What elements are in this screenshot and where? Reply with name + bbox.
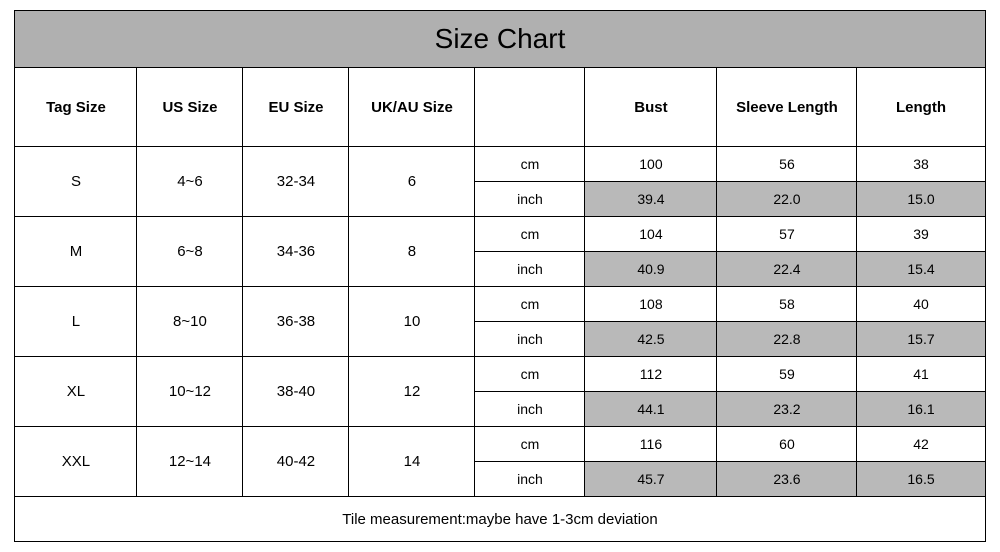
bust-cm: 112 [585,357,717,392]
unit-inch: inch [475,322,585,357]
length-inch: 16.5 [857,462,985,497]
header-ukau: UK/AU Size [349,68,475,147]
sleeve-inch: 22.8 [717,322,857,357]
table-row: L 8~10 36-38 10 cm 108 58 40 [15,287,985,322]
sleeve-inch: 23.6 [717,462,857,497]
header-bust: Bust [585,68,717,147]
title-row: Size Chart [15,11,985,68]
bust-cm: 108 [585,287,717,322]
bust-cm: 100 [585,147,717,182]
us-size: 12~14 [137,427,243,497]
length-cm: 42 [857,427,985,462]
sleeve-cm: 60 [717,427,857,462]
header-eu: EU Size [243,68,349,147]
sleeve-inch: 22.4 [717,252,857,287]
length-cm: 38 [857,147,985,182]
length-inch: 15.4 [857,252,985,287]
unit-inch: inch [475,252,585,287]
sleeve-cm: 58 [717,287,857,322]
us-size: 4~6 [137,147,243,217]
length-inch: 15.7 [857,322,985,357]
table-row: S 4~6 32-34 6 cm 100 56 38 [15,147,985,182]
unit-inch: inch [475,182,585,217]
length-inch: 15.0 [857,182,985,217]
sleeve-cm: 59 [717,357,857,392]
ukau-size: 10 [349,287,475,357]
footer-row: Tile measurement:maybe have 1-3cm deviat… [15,497,985,542]
eu-size: 32-34 [243,147,349,217]
bust-cm: 104 [585,217,717,252]
size-chart-table: Size Chart Tag Size US Size EU Size UK/A… [14,10,985,542]
bust-inch: 42.5 [585,322,717,357]
unit-inch: inch [475,392,585,427]
sleeve-inch: 23.2 [717,392,857,427]
unit-cm: cm [475,357,585,392]
us-size: 6~8 [137,217,243,287]
table-row: XXL 12~14 40-42 14 cm 116 60 42 [15,427,985,462]
header-blank [475,68,585,147]
header-row: Tag Size US Size EU Size UK/AU Size Bust… [15,68,985,147]
sleeve-inch: 22.0 [717,182,857,217]
length-inch: 16.1 [857,392,985,427]
header-tag: Tag Size [15,68,137,147]
length-cm: 39 [857,217,985,252]
tag-size: L [15,287,137,357]
unit-cm: cm [475,147,585,182]
length-cm: 41 [857,357,985,392]
ukau-size: 6 [349,147,475,217]
unit-cm: cm [475,287,585,322]
unit-cm: cm [475,427,585,462]
unit-cm: cm [475,217,585,252]
tag-size: S [15,147,137,217]
bust-inch: 39.4 [585,182,717,217]
eu-size: 36-38 [243,287,349,357]
eu-size: 38-40 [243,357,349,427]
tag-size: XXL [15,427,137,497]
sleeve-cm: 57 [717,217,857,252]
ukau-size: 14 [349,427,475,497]
us-size: 8~10 [137,287,243,357]
header-us: US Size [137,68,243,147]
tag-size: XL [15,357,137,427]
table-row: M 6~8 34-36 8 cm 104 57 39 [15,217,985,252]
eu-size: 34-36 [243,217,349,287]
header-sleeve: Sleeve Length [717,68,857,147]
bust-inch: 44.1 [585,392,717,427]
chart-title: Size Chart [15,11,985,68]
unit-inch: inch [475,462,585,497]
table-row: XL 10~12 38-40 12 cm 112 59 41 [15,357,985,392]
us-size: 10~12 [137,357,243,427]
bust-inch: 45.7 [585,462,717,497]
eu-size: 40-42 [243,427,349,497]
bust-inch: 40.9 [585,252,717,287]
bust-cm: 116 [585,427,717,462]
sleeve-cm: 56 [717,147,857,182]
length-cm: 40 [857,287,985,322]
header-length: Length [857,68,985,147]
ukau-size: 8 [349,217,475,287]
footer-note: Tile measurement:maybe have 1-3cm deviat… [15,497,985,542]
ukau-size: 12 [349,357,475,427]
tag-size: M [15,217,137,287]
